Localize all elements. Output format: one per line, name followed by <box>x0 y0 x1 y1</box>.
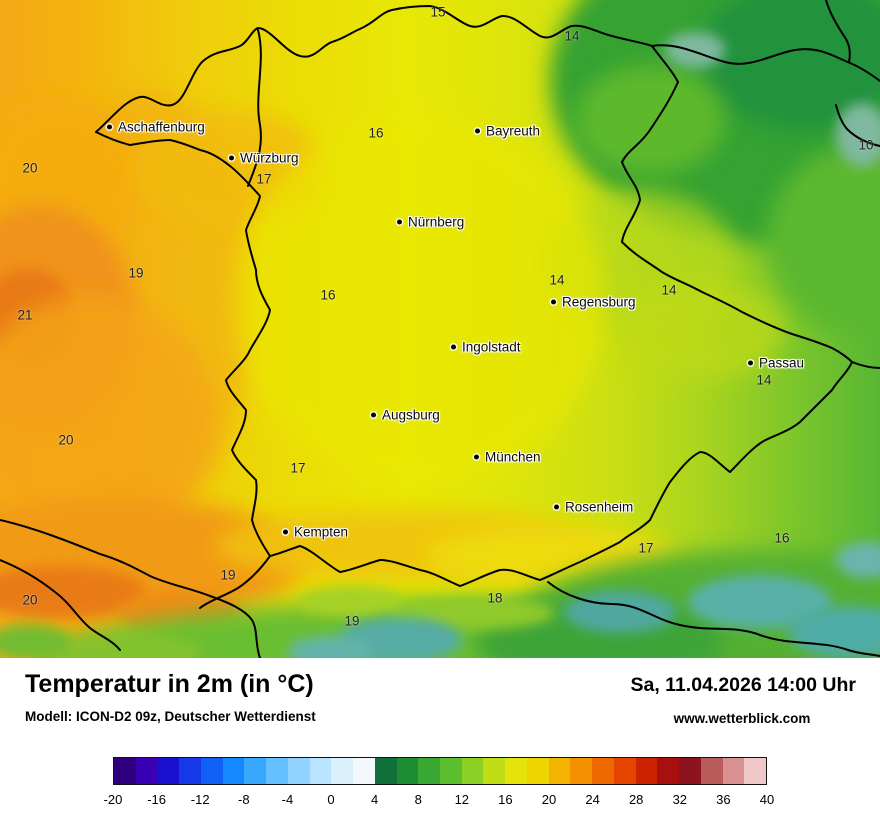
colorbar-segment <box>613 758 636 784</box>
colorbar-segment <box>635 758 658 784</box>
colorbar-segment <box>440 758 462 784</box>
colorbar-tick-label: 20 <box>541 792 557 807</box>
colorbar-segment <box>548 758 571 784</box>
colorbar-segment <box>114 758 136 784</box>
colorbar-tick-label: 4 <box>370 792 379 807</box>
colorbar-segment <box>287 758 310 784</box>
colorbar-tick-label: -20 <box>103 792 123 807</box>
colorbar-tick-label: 8 <box>414 792 422 807</box>
temperature-field-map <box>0 0 880 658</box>
colorbar-tick-label: 36 <box>716 792 731 807</box>
colorbar-segment <box>592 758 614 784</box>
colorbar-tick-label: -8 <box>238 792 250 807</box>
colorbar-segment <box>135 758 158 784</box>
colorbar-tick-label: 16 <box>498 792 513 807</box>
colorbar-segment <box>244 758 267 784</box>
colorbar-tick-label: -4 <box>281 792 294 807</box>
colorbar-segment <box>505 758 527 784</box>
colorbar-segment <box>157 758 180 784</box>
model-info: Modell: ICON-D2 09z, Deutscher Wetterdie… <box>25 709 316 724</box>
colorbar-tick-label: -12 <box>190 792 210 807</box>
colorbar-segment <box>179 758 201 784</box>
warm-orange-region <box>0 90 605 545</box>
weather-map: Aschaffenburg Würzburg Bayreuth Nürnberg Reg… <box>0 0 880 658</box>
colorbar-tick-labels: -20 -16 -12 -8 -4 0 4 8 12 16 20 24 28 32 36 40 <box>104 792 775 810</box>
colorbar-segment <box>200 758 223 784</box>
colorbar-tick-label: 24 <box>585 792 600 807</box>
colorbar-segment <box>374 758 397 784</box>
state-borders <box>0 0 880 658</box>
colorbar-segment <box>722 758 745 784</box>
website-label: www.wetterblick.com <box>673 711 811 726</box>
forecast-datetime: Sa, 11.04.2026 14:00 Uhr <box>630 674 857 696</box>
colorbar-segment <box>309 758 332 784</box>
map-footer: Temperatur in 2m (in °C) Modell: ICON-D2… <box>0 658 880 830</box>
colorbar-segment <box>744 758 767 784</box>
temperature-colorbar <box>113 757 767 785</box>
colorbar-segment <box>396 758 419 784</box>
colorbar-segment <box>331 758 354 784</box>
colorbar-segment <box>657 758 680 784</box>
colorbar-segment <box>222 758 245 784</box>
colorbar-tick-label: 12 <box>454 792 470 807</box>
colorbar-segment <box>679 758 701 784</box>
colorbar-segment <box>483 758 506 784</box>
colorbar-segment <box>461 758 484 784</box>
cold-green-region <box>545 0 880 380</box>
colorbar-tick-label: -16 <box>147 792 166 807</box>
colorbar-tick-label: 40 <box>759 792 775 807</box>
colorbar-tick-label: 28 <box>628 792 644 807</box>
colorbar-segment <box>570 758 593 784</box>
alps-region <box>0 498 880 658</box>
page-title: Temperatur in 2m (in °C) <box>25 670 314 698</box>
colorbar-tick-label: 0 <box>327 792 335 807</box>
colorbar-segment <box>700 758 723 784</box>
colorbar-segment <box>266 758 288 784</box>
colorbar-segment <box>353 758 375 784</box>
colorbar-segment <box>418 758 441 784</box>
colorbar-segment <box>526 758 549 784</box>
colorbar-tick-label: 32 <box>672 792 688 807</box>
